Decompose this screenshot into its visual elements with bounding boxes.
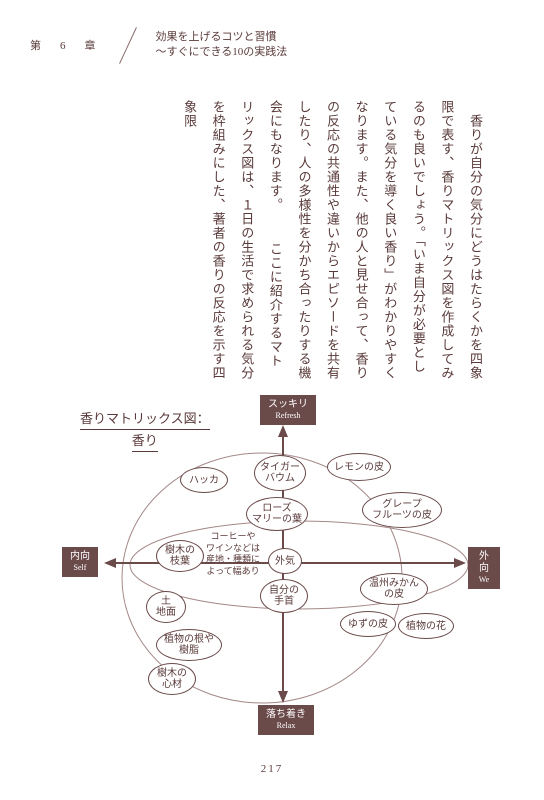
arrow-up-icon	[278, 425, 288, 437]
node-bubble: ハッカ	[180, 467, 228, 493]
center-note: コーヒーやワインなどは産地・種類によって幅あり	[206, 531, 260, 578]
page-header: 第 6 章 効果を上げるコツと習慣 〜すぐにできる10の実践法	[30, 30, 484, 61]
axis-left-ja: 内向	[70, 551, 90, 562]
node-bubble: グレープフルーツの皮	[362, 492, 442, 528]
node-bubble: 自分の手首	[260, 579, 308, 613]
matrix-diagram: スッキリ Refresh 落ち着き Relax 内向 Self 外向 We コー…	[50, 395, 500, 735]
page-number: 217	[0, 763, 544, 775]
chapter-title-line2: 〜すぐにできる10の実践法	[156, 46, 288, 58]
center-bubble: 外気	[268, 548, 302, 574]
chapter-number: 第 6 章	[30, 37, 100, 53]
node-bubble: 植物の花	[398, 613, 454, 639]
node-bubble: 植物の根や樹脂	[156, 629, 222, 661]
node-bubble: 樹木の枝葉	[156, 540, 204, 572]
axis-label-right: 外向 We	[468, 547, 500, 589]
body-text: 香りが自分の気分にどうはたらくかを四象限で表す、香りマトリックス図を作成してみる…	[174, 100, 489, 380]
axis-top-en: Refresh	[268, 411, 308, 421]
arrow-right-icon	[454, 558, 466, 568]
node-bubble: タイガーバウム	[254, 455, 306, 491]
axis-top-ja: スッキリ	[268, 399, 308, 410]
arrow-left-icon	[104, 558, 116, 568]
axis-bottom-en: Relax	[266, 721, 306, 731]
node-bubble: レモンの皮	[327, 453, 391, 481]
chapter-title: 効果を上げるコツと習慣 〜すぐにできる10の実践法	[156, 30, 288, 61]
axis-bottom-ja: 落ち着き	[266, 709, 306, 720]
node-bubble: 温州みかんの皮	[360, 573, 428, 605]
axis-left-en: Self	[70, 563, 90, 573]
axis-label-left: 内向 Self	[62, 547, 98, 577]
axis-label-bottom: 落ち着き Relax	[258, 705, 314, 735]
node-bubble: 土地面	[146, 591, 186, 623]
axis-right-en: We	[476, 575, 492, 585]
node-bubble: ローズマリーの葉	[246, 497, 308, 531]
header-divider	[119, 27, 137, 64]
node-bubble: 樹木の心材	[148, 663, 196, 695]
node-bubble: ゆずの皮	[340, 611, 396, 637]
axis-right-ja: 外向	[479, 551, 489, 574]
axis-label-top: スッキリ Refresh	[260, 395, 316, 425]
chapter-title-line1: 効果を上げるコツと習慣	[156, 31, 277, 43]
